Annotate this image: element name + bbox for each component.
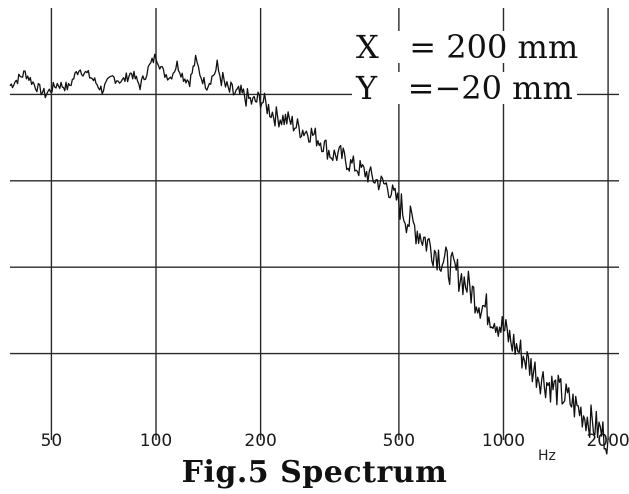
spectrum-line-layer xyxy=(9,53,609,455)
x-tick-label: 200 xyxy=(244,431,276,451)
annotation-y-position: Y =−20 mm xyxy=(352,72,577,104)
x-tick-label: 100 xyxy=(140,431,172,451)
x-tick-label: 500 xyxy=(383,431,415,451)
spectrum-series-line xyxy=(9,53,609,455)
x-tick-label: 1000 xyxy=(482,431,525,451)
annotation-x-position: X = 200 mm xyxy=(352,31,583,63)
figure-caption: Fig.5 Spectrum xyxy=(181,455,448,490)
x-tick-label: 50 xyxy=(41,431,63,451)
x-unit-label: Hz xyxy=(538,448,556,464)
